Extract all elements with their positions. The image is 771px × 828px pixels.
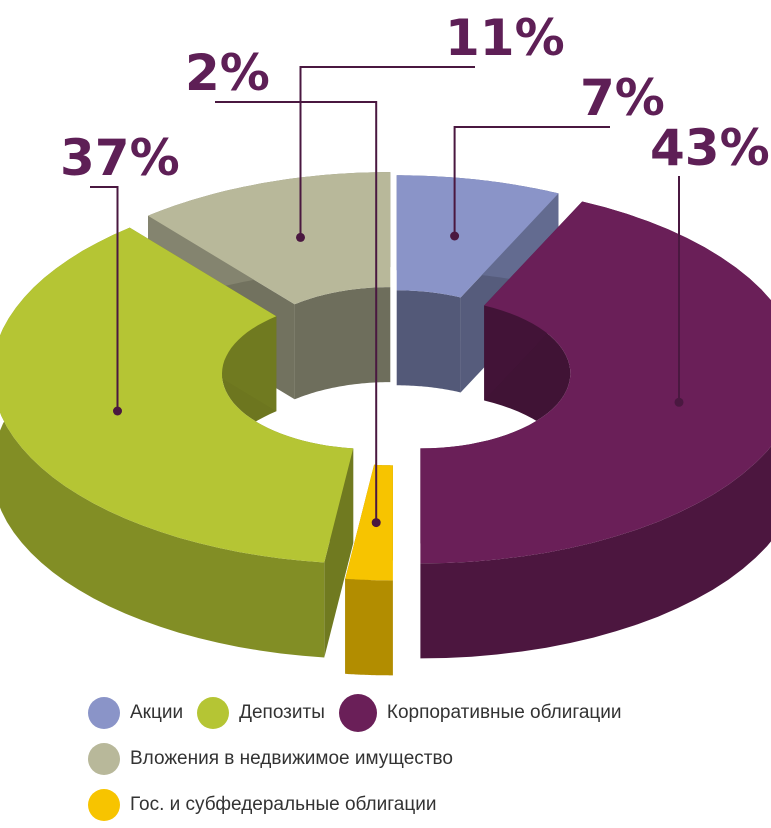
legend-item-aktsii: Акции [88,697,183,729]
slice-depozity [0,227,354,658]
pct-label-depozity: 37% [60,129,180,187]
legend-row: Вложения в недвижимое имущество [88,736,748,782]
leader-gos [215,101,381,528]
legend-swatch [88,743,120,775]
slice-top [345,464,393,581]
legend-row: Гос. и субфедеральные облигации [88,782,748,828]
legend-label: Гос. и субфедеральные облигации [130,794,437,815]
legend-item-gos: Гос. и субфедеральные облигации [88,789,436,821]
legend-swatch [197,697,230,729]
legend-swatch [338,694,377,732]
legend-label: Корпоративные облигации [386,702,622,723]
legend-label: Акции [130,702,184,723]
legend-item-depozity: Депозиты [197,697,325,729]
leader-nedv [296,66,475,242]
slice-end-face [324,448,354,658]
slice-gos [345,464,393,676]
legend-swatch [88,697,120,729]
pct-label-korp: 43% [650,119,770,177]
pie-chart: 11% 7%43% 2%37% [0,9,771,676]
legend-row: Акции Депозиты Корпоративные облигации [88,690,748,736]
leader-depozity [90,186,122,416]
slice-korp [420,201,771,659]
pct-label-aktsii: 7% [580,69,665,127]
chart-legend: Акции Депозиты Корпоративные облигации Влож… [88,690,748,828]
slice-top [396,175,559,298]
slice-inner-wall [396,290,461,393]
slice-outer-wall [345,578,393,676]
slice-top [420,201,771,564]
slice-top [0,227,354,563]
legend-label: Депозиты [239,702,325,723]
leader-korp [674,176,684,407]
leader-aktsii [450,126,610,241]
legend-item-korp: Корпоративные облигации [338,694,622,732]
legend-swatch [88,789,120,821]
legend-item-nedv: Вложения в недвижимое имущество [88,743,453,775]
pct-label-nedv: 11% [445,9,565,67]
slice-top [148,172,391,305]
pct-label-gos: 2% [185,44,270,102]
legend-label: Вложения в недвижимое имущество [130,748,453,769]
slice-inner-wall [294,287,391,400]
